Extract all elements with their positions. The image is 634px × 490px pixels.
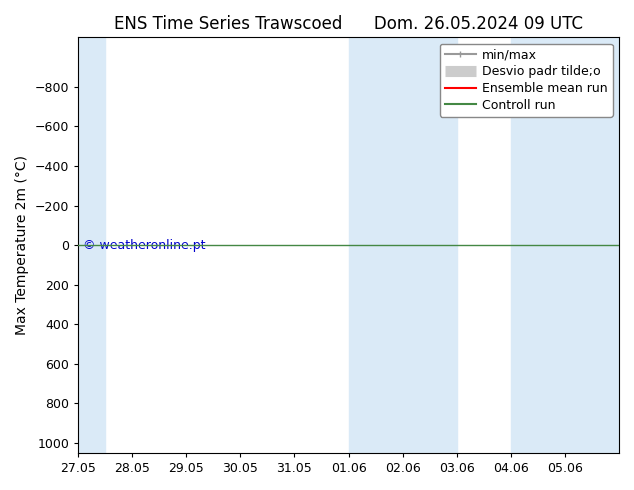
Legend: min/max, Desvio padr tilde;o, Ensemble mean run, Controll run: min/max, Desvio padr tilde;o, Ensemble m… bbox=[439, 44, 612, 117]
Bar bbox=[511, 37, 619, 453]
Bar bbox=[78, 37, 105, 453]
Bar bbox=[349, 37, 456, 453]
Title: ENS Time Series Trawscoed      Dom. 26.05.2024 09 UTC: ENS Time Series Trawscoed Dom. 26.05.202… bbox=[114, 15, 583, 33]
Y-axis label: Max Temperature 2m (°C): Max Temperature 2m (°C) bbox=[15, 155, 29, 335]
Text: © weatheronline.pt: © weatheronline.pt bbox=[84, 239, 206, 252]
